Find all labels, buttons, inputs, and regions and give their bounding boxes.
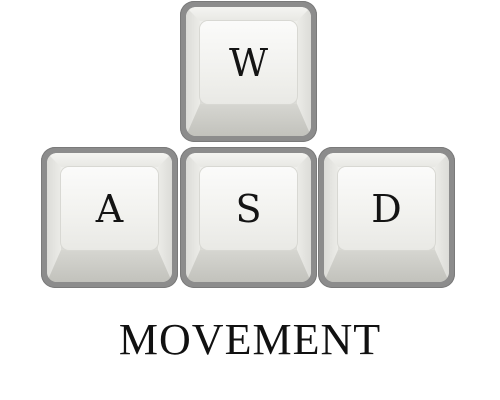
key-a-body: A bbox=[47, 153, 172, 282]
key-a-bevel-right bbox=[158, 153, 172, 282]
key-a-bevel-top bbox=[47, 153, 172, 167]
key-s-bevel-left bbox=[186, 153, 200, 282]
key-d-bevel-top bbox=[324, 153, 449, 167]
key-d-bevel-bottom bbox=[324, 250, 449, 282]
key-s-bevel-top bbox=[186, 153, 311, 167]
key-d-bevel-left bbox=[324, 153, 338, 282]
key-s-face: S bbox=[200, 167, 297, 250]
key-w-bevel-top bbox=[186, 7, 311, 21]
key-s-bevel-bottom bbox=[186, 250, 311, 282]
key-d: D bbox=[318, 147, 455, 288]
key-d-bevel-right bbox=[435, 153, 449, 282]
key-s-label: S bbox=[235, 186, 262, 231]
key-a: A bbox=[41, 147, 178, 288]
key-w-label: W bbox=[228, 40, 269, 85]
key-s-body: S bbox=[186, 153, 311, 282]
key-d-face: D bbox=[338, 167, 435, 250]
key-a-bevel-left bbox=[47, 153, 61, 282]
key-d-body: D bbox=[324, 153, 449, 282]
key-w-face: W bbox=[200, 21, 297, 104]
key-w-bevel-right bbox=[297, 7, 311, 136]
movement-caption: MOVEMENT bbox=[118, 315, 382, 364]
key-a-label: A bbox=[95, 186, 124, 231]
key-w-bevel-bottom bbox=[186, 104, 311, 136]
key-a-bevel-bottom bbox=[47, 250, 172, 282]
key-d-label: D bbox=[371, 186, 402, 231]
key-a-face: A bbox=[61, 167, 158, 250]
key-s: S bbox=[180, 147, 317, 288]
key-w-body: W bbox=[186, 7, 311, 136]
key-w: W bbox=[180, 1, 317, 142]
key-s-bevel-right bbox=[297, 153, 311, 282]
key-w-bevel-left bbox=[186, 7, 200, 136]
